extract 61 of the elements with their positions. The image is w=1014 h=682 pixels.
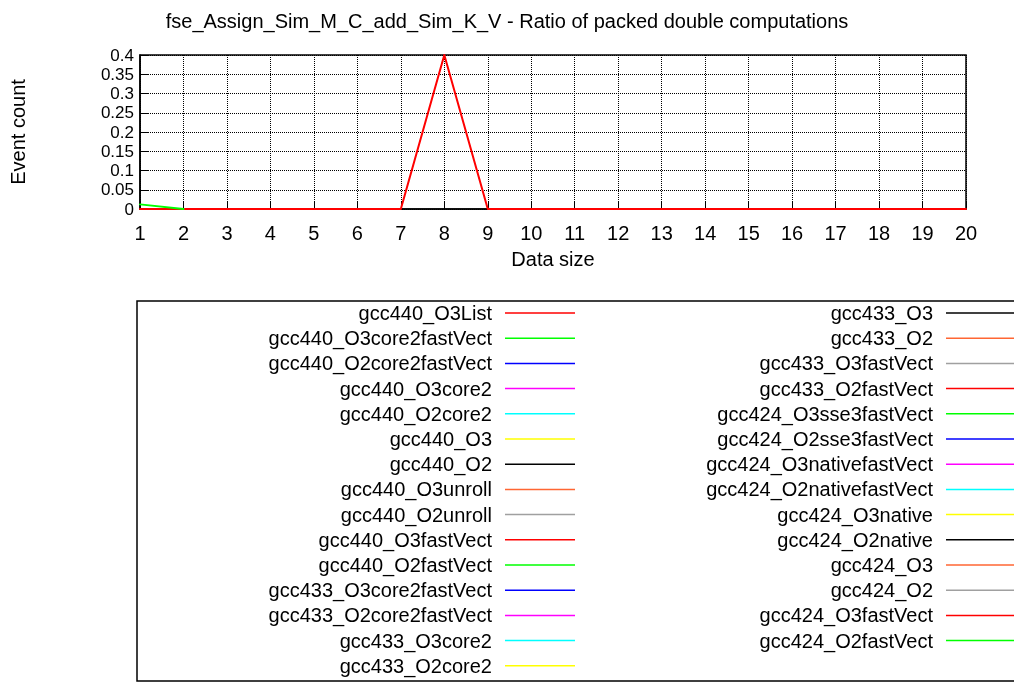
y-tick-label: 0 — [124, 199, 134, 219]
x-tick-label: 12 — [607, 222, 630, 244]
y-tick-label: 0.25 — [100, 103, 134, 123]
legend-label: gcc433_O2core2fastVect — [268, 604, 493, 628]
x-tick-label: 18 — [867, 222, 891, 244]
legend-label: gcc440_O3unroll — [340, 478, 492, 502]
legend-label: gcc433_O3core2 — [339, 629, 492, 653]
x-tick-label: 11 — [564, 222, 586, 244]
legend-label: gcc440_O3 — [389, 428, 492, 451]
legend-label: gcc424_O2fastVect — [759, 629, 934, 653]
x-axis-title: Data size — [511, 248, 595, 270]
x-tick-label: 13 — [650, 222, 673, 244]
x-tick-label: 9 — [482, 222, 494, 244]
y-tick-label: 0.35 — [100, 64, 134, 84]
x-tick-label: 7 — [395, 222, 407, 244]
x-tick-label: 10 — [520, 222, 543, 244]
x-tick-label: 3 — [221, 222, 233, 244]
x-tick-label: 20 — [954, 222, 978, 244]
legend-label: gcc440_O3core2fastVect — [268, 327, 493, 351]
y-tick-label: 0.4 — [110, 45, 134, 65]
x-tick-label: 16 — [780, 222, 804, 244]
legend-label: gcc440_O2core2 — [339, 402, 492, 426]
legend-label: gcc424_O2native — [777, 528, 933, 552]
legend-label: gcc440_O2core2fastVect — [268, 352, 493, 376]
legend-label: gcc433_O2fastVect — [759, 377, 934, 401]
y-tick-label: 0.3 — [110, 84, 134, 103]
x-tick-label: 6 — [351, 222, 363, 244]
x-tick-label: 8 — [438, 222, 450, 244]
legend-label: gcc424_O3sse3fastVect — [717, 402, 934, 426]
y-tick-label: 0.15 — [100, 141, 134, 161]
legend-label: gcc440_O3core2 — [339, 377, 492, 401]
x-tick-label: 14 — [694, 222, 717, 244]
legend-label: gcc424_O3nativefastVect — [706, 453, 934, 477]
x-tick-label: 1 — [134, 222, 146, 244]
legend-label: gcc424_O2nativefastVect — [706, 478, 934, 502]
y-tick-label: 0.2 — [110, 122, 134, 142]
legend-label: gcc440_O2 — [389, 453, 492, 477]
legend-label: gcc440_O3fastVect — [318, 528, 493, 552]
x-tick-label: 5 — [308, 222, 320, 244]
y-tick-label: 0.1 — [110, 161, 134, 180]
legend-label: gcc424_O2sse3fastVect — [717, 428, 934, 451]
legend-label: gcc440_O2unroll — [340, 503, 492, 527]
y-tick-label: 0.05 — [100, 180, 134, 200]
legend-label: gcc424_O3native — [777, 503, 933, 527]
legend-label: gcc440_O3List — [358, 302, 493, 325]
y-axis-title: Event count — [7, 78, 29, 185]
x-tick-label: 19 — [911, 222, 934, 244]
x-tick-label: 4 — [264, 222, 276, 244]
legend-label: gcc433_O3fastVect — [759, 352, 934, 376]
legend-label: gcc424_O2 — [830, 579, 933, 603]
chart-title: fse_Assign_Sim_M_C_add_Sim_K_V - Ratio of packed double computations — [165, 10, 849, 33]
legend-label: gcc433_O3core2fastVect — [268, 579, 493, 603]
legend-label: gcc424_O3fastVect — [759, 604, 934, 628]
legend-label: gcc424_O3 — [830, 554, 933, 577]
legend-label: gcc440_O2fastVect — [318, 554, 493, 577]
legend-label: gcc433_O2core2 — [339, 654, 492, 678]
legend-label: gcc433_O3 — [830, 302, 933, 325]
legend-label: gcc433_O2 — [830, 327, 933, 351]
x-tick-label: 2 — [177, 222, 190, 244]
x-tick-label: 17 — [824, 222, 847, 244]
x-tick-label: 15 — [737, 222, 760, 244]
